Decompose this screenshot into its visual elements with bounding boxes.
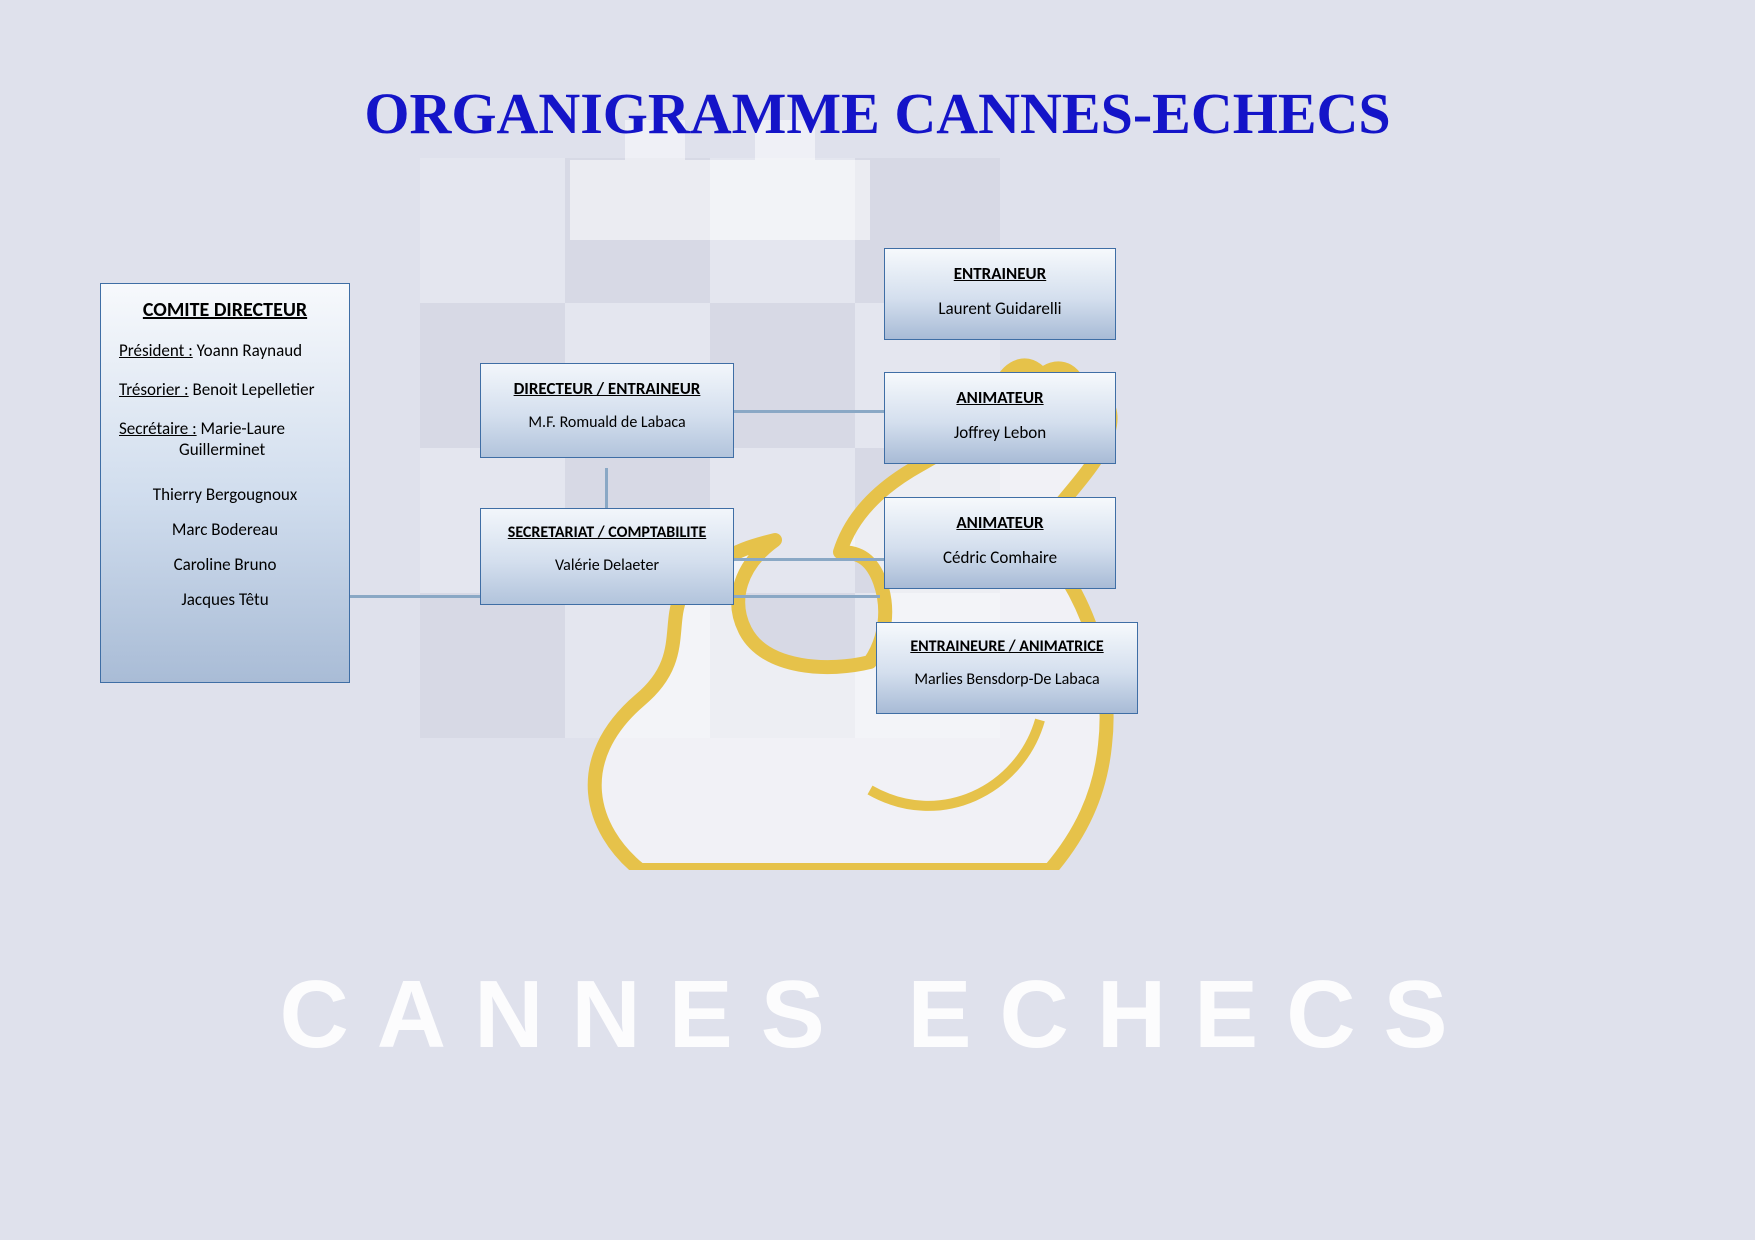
box-title: ENTRAINEURE / ANIMATRICE: [877, 637, 1137, 656]
box-entraineur: ENTRAINEUR Laurent Guidarelli: [884, 248, 1116, 340]
page-title: ORGANIGRAMME CANNES-ECHECS: [0, 80, 1755, 147]
box-animateur-1: ANIMATEUR Joffrey Lebon: [884, 372, 1116, 464]
box-entraineure-animatrice: ENTRAINEURE / ANIMATRICE Marlies Bensdor…: [876, 622, 1138, 714]
box-title: ANIMATEUR: [885, 387, 1115, 408]
connector-h3: [734, 558, 884, 561]
box-title: ANIMATEUR: [885, 512, 1115, 533]
watermark-board-cell: [420, 158, 565, 303]
box-person: Cédric Comhaire: [885, 547, 1115, 568]
president-name: Yoann Raynaud: [193, 340, 302, 361]
box-secretariat: SECRETARIAT / COMPTABILITE Valérie Delae…: [480, 508, 734, 605]
box-person: Laurent Guidarelli: [885, 298, 1115, 319]
secretaire-name-1: Marie-Laure: [197, 418, 285, 439]
box-title: DIRECTEUR / ENTRAINEUR: [481, 378, 733, 399]
box-person: Joffrey Lebon: [885, 422, 1115, 443]
row-secretaire: Secrétaire : Marie-Laure Guillerminet: [119, 418, 349, 460]
secretaire-name-2: Guillerminet: [179, 439, 349, 460]
box-title: COMITE DIRECTEUR: [101, 298, 349, 322]
box-person: M.F. Romuald de Labaca: [481, 413, 733, 432]
org-chart-canvas: ORGANIGRAMME CANNES-ECHECS COMITE DIRECT…: [0, 0, 1755, 1240]
secretaire-label: Secrétaire :: [119, 418, 197, 439]
committee-members: Thierry Bergougnoux Marc Bodereau Caroli…: [101, 484, 349, 610]
member-2: Marc Bodereau: [101, 519, 349, 540]
tresorier-label: Trésorier :: [119, 379, 189, 400]
row-president: Président : Yoann Raynaud: [119, 340, 349, 361]
box-comite-directeur: COMITE DIRECTEUR Président : Yoann Rayna…: [100, 283, 350, 683]
president-label: Président :: [119, 340, 193, 361]
box-title: ENTRAINEUR: [885, 263, 1115, 284]
member-4: Jacques Têtu: [101, 589, 349, 610]
connector-h2: [734, 410, 884, 413]
box-person: Valérie Delaeter: [481, 556, 733, 575]
box-person: Marlies Bensdorp-De Labaca: [877, 670, 1137, 689]
box-directeur: DIRECTEUR / ENTRAINEUR M.F. Romuald de L…: [480, 363, 734, 458]
member-1: Thierry Bergougnoux: [101, 484, 349, 505]
watermark-text: CANNES ECHECS: [0, 960, 1755, 1070]
member-3: Caroline Bruno: [101, 554, 349, 575]
tresorier-name: Benoit Lepelletier: [189, 379, 315, 400]
box-animateur-2: ANIMATEUR Cédric Comhaire: [884, 497, 1116, 589]
row-tresorier: Trésorier : Benoit Lepelletier: [119, 379, 349, 400]
box-title: SECRETARIAT / COMPTABILITE: [481, 523, 733, 542]
